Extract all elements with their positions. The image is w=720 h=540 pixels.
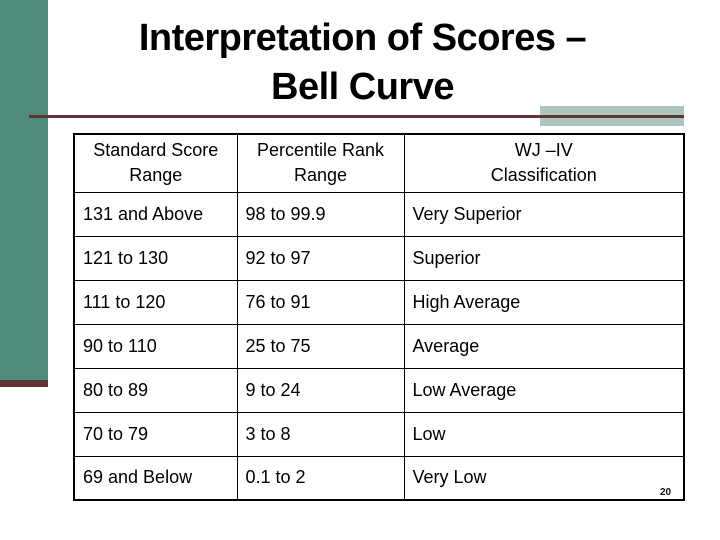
- table-header-row: Standard Score Range Percentile Rank Ran…: [73, 133, 685, 193]
- table-row: 131 and Above 98 to 99.9 Very Superior: [73, 191, 685, 237]
- table-row: 80 to 89 9 to 24 Low Average: [73, 367, 685, 413]
- table-cell: 98 to 99.9: [236, 191, 405, 237]
- table-cell: 121 to 130: [73, 235, 238, 281]
- table-row: 70 to 79 3 to 8 Low: [73, 411, 685, 457]
- title-underline-rule: [29, 115, 684, 118]
- table-cell: Average: [403, 323, 685, 369]
- table-row: 69 and Below 0.1 to 2 Very Low: [73, 455, 685, 501]
- sidebar-maroon-rule: [0, 380, 48, 387]
- sidebar-accent-bar: [0, 0, 48, 380]
- slide-page-number: 20: [660, 487, 672, 498]
- table-row: 90 to 110 25 to 75 Average: [73, 323, 685, 369]
- table-cell: 90 to 110: [73, 323, 238, 369]
- table-cell: 111 to 120: [73, 279, 238, 325]
- table-cell: 0.1 to 2: [236, 455, 405, 501]
- table-cell: 69 and Below: [73, 455, 238, 501]
- table-cell: 92 to 97: [236, 235, 405, 281]
- table-cell: High Average: [403, 279, 685, 325]
- table-row: 111 to 120 76 to 91 High Average: [73, 279, 685, 325]
- header-standard-score-range: Standard Score Range: [73, 133, 238, 193]
- table-cell: 9 to 24: [236, 367, 405, 413]
- table-cell: 3 to 8: [236, 411, 405, 457]
- table-cell: 76 to 91: [236, 279, 405, 325]
- table-cell: Very Low: [403, 455, 685, 501]
- table-cell: Low: [403, 411, 685, 457]
- header-wj-iv-classification: WJ –IV Classification: [403, 133, 685, 193]
- table-row: 121 to 130 92 to 97 Superior: [73, 235, 685, 281]
- score-interpretation-table: Standard Score Range Percentile Rank Ran…: [73, 133, 685, 501]
- slide-title: Interpretation of Scores – Bell Curve: [138, 17, 587, 108]
- header-percentile-rank-range: Percentile Rank Range: [236, 133, 405, 193]
- table-cell: Low Average: [403, 367, 685, 413]
- table-cell: 80 to 89: [73, 367, 238, 413]
- table-cell: Very Superior: [403, 191, 685, 237]
- table-cell: 70 to 79: [73, 411, 238, 457]
- table-cell: Superior: [403, 235, 685, 281]
- table-cell: 131 and Above: [73, 191, 238, 237]
- table-cell: 25 to 75: [236, 323, 405, 369]
